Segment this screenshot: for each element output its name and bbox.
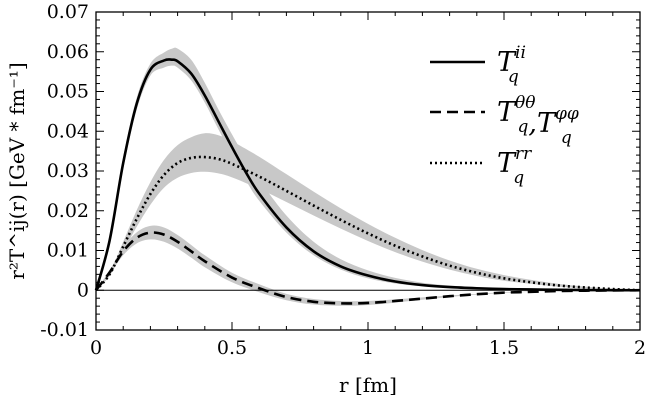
band-dashed [96, 225, 640, 306]
y-tick-label: 0.04 [47, 120, 89, 142]
axis-ticks [95, 11, 641, 331]
legend-label: Tθθ q,Tφφ q [497, 93, 579, 148]
y-tick-label: 0.07 [47, 1, 89, 23]
y-tick-label: 0.06 [47, 41, 89, 63]
series-line-dotted [95, 155, 641, 292]
y-tick-label: -0.01 [40, 319, 89, 341]
y-tick-label: 0.05 [47, 81, 89, 103]
x-tick-label: 1.5 [489, 337, 519, 359]
series-lines [94, 58, 641, 305]
series-line-dashed [94, 231, 641, 305]
y-tick-label: 0 [77, 279, 89, 301]
y-axis-label: r²T^ij(r) [GeV * fm⁻¹] [5, 62, 29, 279]
band-dotted [96, 133, 640, 291]
legend-label: Tii q [497, 43, 526, 87]
x-tick-label: 0.5 [217, 337, 247, 359]
legend-label: Trr q [497, 144, 532, 188]
uncertainty-bands [96, 47, 640, 306]
x-axis-label: r [fm] [339, 373, 397, 397]
y-tick-label: 0.02 [47, 200, 89, 222]
tick-labels: 0 0.5 1 1.5 2-0.0100.010.020.030.040.050.060… [40, 1, 646, 359]
x-tick-label: 2 [634, 337, 646, 359]
y-tick-label: 0.03 [47, 160, 89, 182]
x-tick-label: 0 [90, 337, 102, 359]
series-line-solid [94, 58, 641, 292]
y-tick-label: 0.01 [47, 240, 89, 262]
x-tick-label: 1 [362, 337, 374, 359]
